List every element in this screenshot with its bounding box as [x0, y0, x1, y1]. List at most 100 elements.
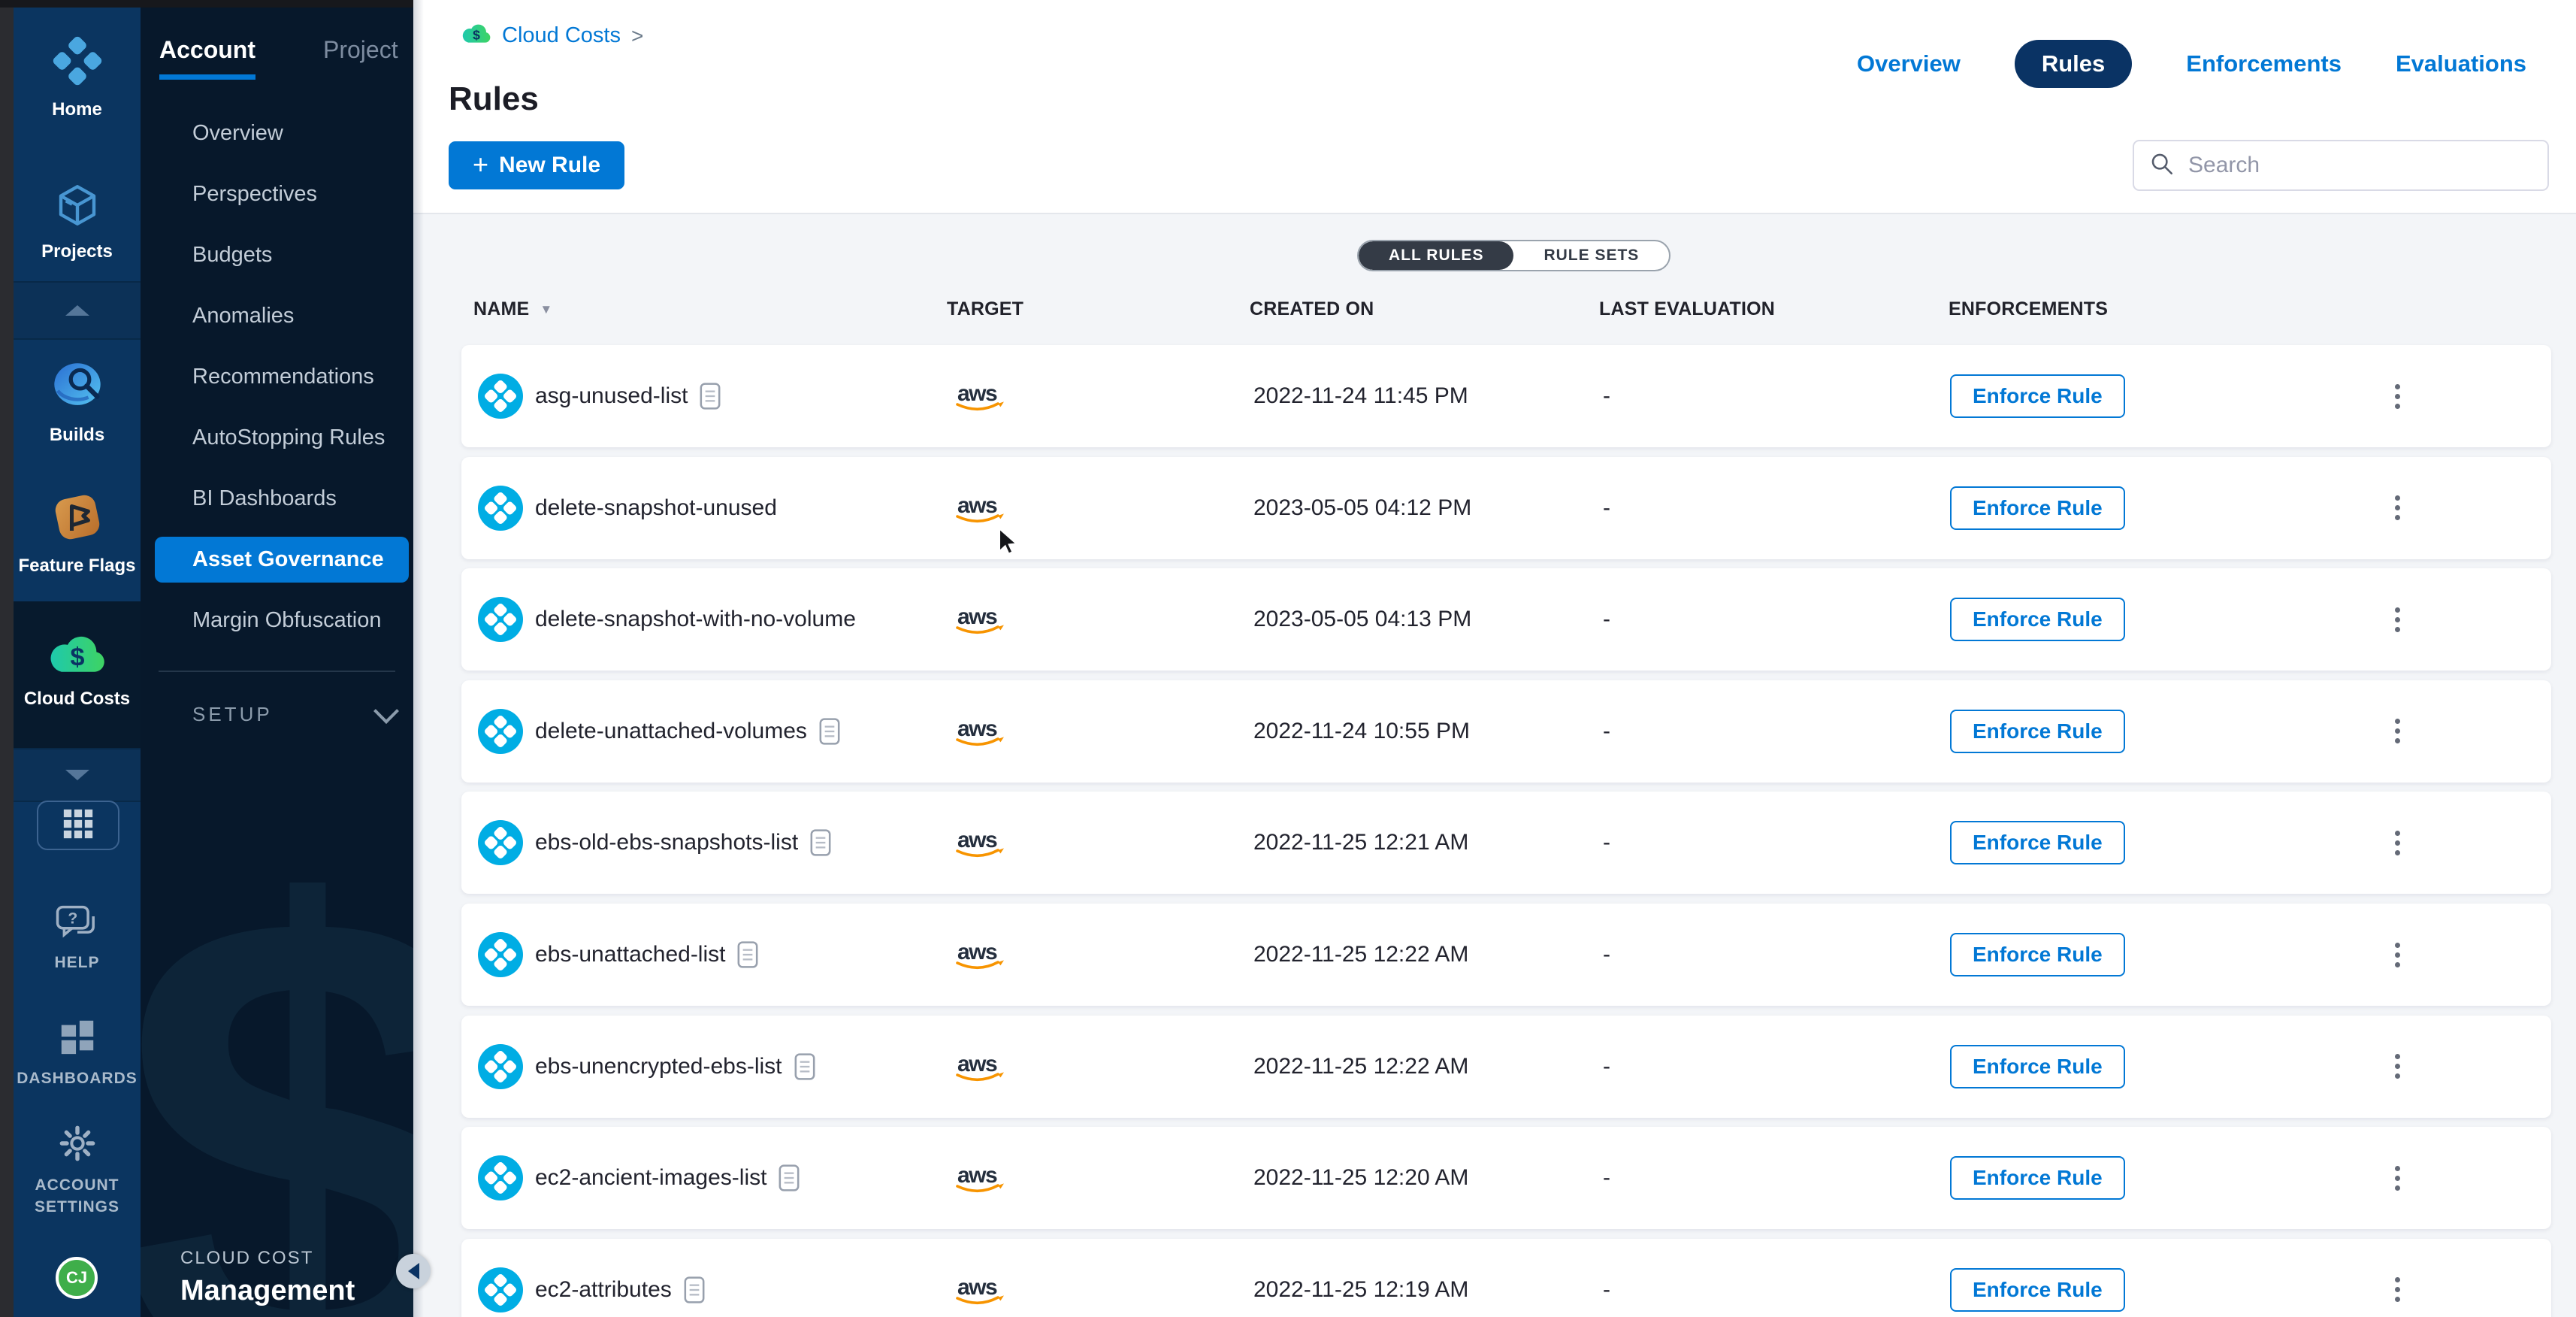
menu-item-overview[interactable]: Overview: [192, 121, 283, 145]
breadcrumb-cloud-costs[interactable]: Cloud Costs: [502, 23, 621, 47]
rule-name[interactable]: delete-unattached-volumes: [535, 718, 807, 743]
sidebar-item-account-settings[interactable]: ACCOUNT SETTINGS: [14, 1123, 141, 1217]
sidebar-item-help[interactable]: ? HELP: [14, 902, 141, 973]
enforce-rule-button[interactable]: Enforce Rule: [1950, 486, 2125, 530]
user-avatar[interactable]: CJ: [56, 1257, 98, 1299]
svg-text:aws: aws: [957, 1275, 997, 1300]
module-picker-button[interactable]: [37, 801, 119, 850]
menu-item-anomalies[interactable]: Anomalies: [192, 304, 295, 328]
document-icon[interactable]: [684, 1276, 705, 1303]
created-on-cell: 2022-11-25 12:19 AM: [1253, 1276, 1469, 1302]
table-row[interactable]: ebs-unattached-list aws 2022-11-25 12:22…: [461, 904, 2551, 1006]
created-on-cell: 2022-11-24 11:45 PM: [1253, 383, 1468, 408]
svg-text:$: $: [473, 28, 480, 43]
menu-item-autostopping-rules[interactable]: AutoStopping Rules: [192, 425, 385, 450]
rule-name-cell: ebs-unattached-list: [535, 904, 758, 1006]
menu-item-perspectives[interactable]: Perspectives: [192, 182, 318, 206]
table-row[interactable]: delete-snapshot-with-no-volume aws 2023-…: [461, 568, 2551, 671]
kebab-menu-icon[interactable]: [2382, 713, 2412, 749]
kebab-menu-icon[interactable]: [2382, 601, 2412, 637]
tab-overview[interactable]: Overview: [1856, 50, 1961, 77]
tab-enforcements[interactable]: Enforcements: [2186, 50, 2342, 77]
kebab-menu-icon[interactable]: [2382, 378, 2412, 414]
new-rule-button[interactable]: + New Rule: [449, 141, 625, 189]
sort-caret-icon[interactable]: ▼: [540, 302, 553, 317]
kebab-menu-icon[interactable]: [2382, 825, 2412, 861]
cloud-costs-side-menu: $ Account Project Overview Perspectives …: [141, 0, 413, 1317]
sidebar-item-feature-flags[interactable]: Feature Flags: [14, 490, 141, 576]
document-icon[interactable]: [810, 829, 831, 857]
kebab-menu-icon[interactable]: [2382, 1160, 2412, 1196]
table-row[interactable]: ebs-unencrypted-ebs-list aws 2022-11-25 …: [461, 1015, 2551, 1118]
enforce-rule-button[interactable]: Enforce Rule: [1950, 821, 2125, 865]
enforce-rule-button[interactable]: Enforce Rule: [1950, 933, 2125, 976]
enforce-rule-button[interactable]: Enforce Rule: [1950, 598, 2125, 642]
rule-name[interactable]: delete-snapshot-with-no-volume: [535, 607, 856, 632]
kebab-menu-icon[interactable]: [2382, 490, 2412, 526]
table-row[interactable]: delete-snapshot-unused aws 2023-05-05 04…: [461, 456, 2551, 559]
collapse-sidebar-button[interactable]: [396, 1254, 431, 1288]
tab-rules[interactable]: Rules: [2014, 40, 2133, 88]
svg-text:?: ?: [68, 910, 77, 928]
header-tabs: Overview Rules Enforcements Evaluations: [1857, 40, 2526, 88]
enforce-rule-button[interactable]: Enforce Rule: [1950, 1267, 2125, 1312]
enforce-rule-button[interactable]: Enforce Rule: [1950, 709, 2125, 753]
column-target: TARGET: [947, 298, 1024, 319]
new-rule-label: New Rule: [499, 153, 601, 177]
table-row[interactable]: asg-unused-list aws 2022-11-24 11:45 PM …: [461, 345, 2551, 447]
sidebar-item-label: Builds: [49, 425, 105, 445]
rail-collapse-down[interactable]: [14, 748, 141, 802]
rule-name-cell: asg-unused-list: [535, 345, 721, 447]
tab-project[interactable]: Project: [323, 36, 398, 63]
chevron-up-icon: [65, 305, 89, 316]
rule-name[interactable]: asg-unused-list: [535, 383, 688, 408]
kebab-menu-icon[interactable]: [2382, 1272, 2412, 1308]
document-icon[interactable]: [700, 383, 721, 410]
rule-name-cell: delete-snapshot-unused: [535, 457, 777, 559]
rule-name[interactable]: ec2-ancient-images-list: [535, 1165, 767, 1191]
column-enforcements: ENFORCEMENTS: [1949, 298, 2109, 319]
menu-item-budgets[interactable]: Budgets: [192, 243, 273, 267]
menu-item-asset-governance[interactable]: Asset Governance: [155, 537, 409, 583]
last-evaluation-cell: -: [1603, 830, 1610, 855]
document-icon[interactable]: [737, 941, 758, 968]
menu-item-margin-obfuscation[interactable]: Margin Obfuscation: [192, 608, 382, 632]
setup-section-toggle[interactable]: SETUP: [192, 692, 399, 737]
rule-name[interactable]: ec2-attributes: [535, 1276, 672, 1302]
table-row[interactable]: ec2-ancient-images-list aws 2022-11-25 1…: [461, 1127, 2551, 1230]
rule-name[interactable]: ebs-unattached-list: [535, 942, 726, 967]
sidebar-item-cloud-costs[interactable]: $ Cloud Costs: [14, 632, 141, 709]
kebab-menu-icon[interactable]: [2382, 937, 2412, 973]
sidebar-item-builds[interactable]: Builds: [14, 359, 141, 445]
toggle-all-rules[interactable]: ALL RULES: [1359, 241, 1514, 270]
search-input[interactable]: [2187, 152, 2532, 179]
tab-account[interactable]: Account: [159, 36, 255, 80]
sidebar-item-home[interactable]: Home: [14, 34, 141, 120]
document-icon[interactable]: [819, 718, 840, 745]
sidebar-item-dashboards[interactable]: DASHBOARDS: [14, 1016, 141, 1088]
harness-home-icon: [50, 34, 104, 92]
document-icon[interactable]: [779, 1164, 800, 1191]
table-row[interactable]: ebs-old-ebs-snapshots-list aws 2022-11-2…: [461, 792, 2551, 895]
kebab-menu-icon[interactable]: [2382, 1049, 2412, 1085]
toggle-rule-sets[interactable]: RULE SETS: [1543, 247, 1640, 264]
sidebar-item-projects[interactable]: Projects: [14, 180, 141, 262]
rules-view-toggle: ALL RULES RULE SETS: [1357, 240, 1671, 271]
table-row[interactable]: ec2-attributes aws 2022-11-25 12:19 AM -…: [461, 1238, 2551, 1317]
menu-item-recommendations[interactable]: Recommendations: [192, 365, 374, 389]
enforce-rule-button[interactable]: Enforce Rule: [1950, 1044, 2125, 1088]
rule-name[interactable]: ebs-old-ebs-snapshots-list: [535, 830, 799, 855]
rule-name-cell: ebs-unencrypted-ebs-list: [535, 1016, 815, 1118]
enforce-rule-button[interactable]: Enforce Rule: [1950, 1156, 2125, 1200]
document-icon[interactable]: [794, 1052, 815, 1080]
tab-evaluations[interactable]: Evaluations: [2396, 50, 2526, 77]
rule-name[interactable]: delete-snapshot-unused: [535, 495, 777, 520]
last-evaluation-cell: -: [1603, 1165, 1610, 1191]
gear-icon: [57, 1123, 98, 1167]
menu-item-bi-dashboards[interactable]: BI Dashboards: [192, 486, 337, 510]
table-row[interactable]: delete-unattached-volumes aws 2022-11-24…: [461, 680, 2551, 783]
rule-name[interactable]: ebs-unencrypted-ebs-list: [535, 1053, 782, 1079]
enforce-rule-button[interactable]: Enforce Rule: [1950, 374, 2125, 418]
scope-tabs: Account Project: [159, 36, 398, 80]
rail-collapse-up[interactable]: [14, 281, 141, 340]
